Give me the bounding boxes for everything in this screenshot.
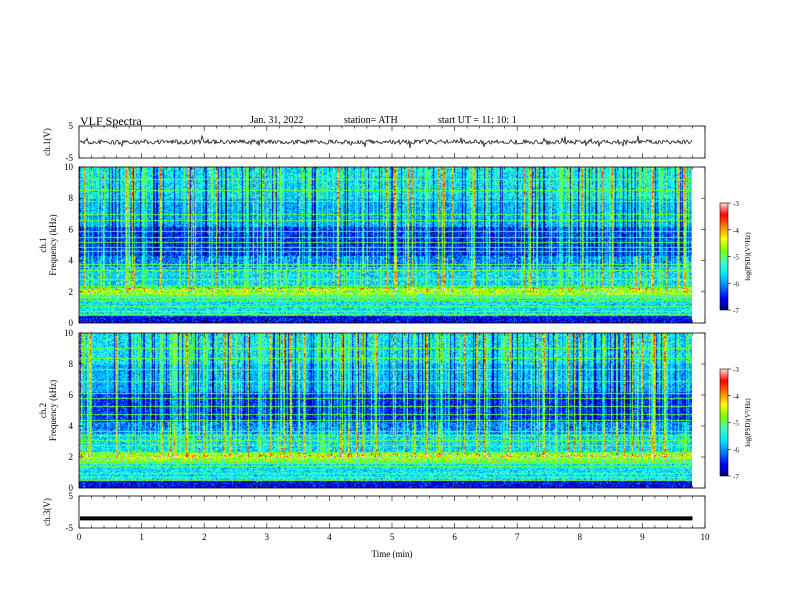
- ch1-spectrogram-ytick-label: 6: [69, 224, 74, 234]
- ch1-spectrogram-colorbar-tick-label: -3: [733, 200, 739, 208]
- ch1-spectrogram-colorbar: [719, 202, 729, 311]
- ch2-spectrogram-colorbar-tick-label: -4: [733, 393, 739, 401]
- ch2-spectrogram-colorbar: [719, 368, 729, 477]
- ch1-spectrogram-colorbar-label: log(PSD)(V²/Hz): [744, 232, 752, 281]
- xtick-label: 7: [515, 532, 520, 542]
- x-axis-label: Time (min): [372, 549, 413, 559]
- ch3-waveform-ytick-label: 5: [69, 491, 74, 501]
- ch2-spectrogram-ytick-label: 2: [69, 452, 74, 462]
- station-label: station= ATH: [344, 115, 398, 126]
- ch2-spectrogram-ytick-label: 8: [69, 359, 74, 369]
- ch1-waveform-ylabel: ch.1(V): [42, 128, 52, 156]
- xtick-label: 2: [202, 532, 207, 542]
- ch1-spectrogram-ylabel: Frequency (kHz): [48, 214, 58, 275]
- ch2-spectrogram-ytick-label: 0: [69, 483, 74, 493]
- ch2-spectrogram-colorbar-tick-label: -3: [733, 366, 739, 374]
- ch1-spectrogram-ytick-label: 8: [69, 193, 74, 203]
- ch2-spectrogram-colorbar-tick-label: -6: [733, 446, 739, 454]
- ch1-spectrogram-colorbar-tick-label: -5: [733, 254, 739, 262]
- ch2-spectrogram-colorbar-tick-label: -5: [733, 420, 739, 428]
- ch2-spectrogram-ytick-label: 6: [69, 390, 74, 400]
- xtick-label: 9: [640, 532, 645, 542]
- ch1-spectrogram-ytick-label: 0: [69, 318, 74, 328]
- ch2-spectrogram-channel-label: ch.2: [38, 403, 48, 418]
- ch1-spectrogram-colorbar-tick-label: -4: [733, 227, 739, 235]
- ch3-waveform-ytick-label: -5: [66, 523, 74, 533]
- ch1-waveform-ytick-label: -5: [66, 153, 74, 163]
- xtick-label: 1: [139, 532, 144, 542]
- ch1-spectrogram-colorbar-tick-label: -6: [733, 280, 739, 288]
- ch1-spectrogram-ytick-label: 2: [69, 287, 74, 297]
- xtick-label: 6: [452, 532, 457, 542]
- ch3-waveform-ylabel: ch.3(V): [42, 498, 52, 526]
- ch1-waveform-ytick-label: 5: [69, 121, 74, 131]
- date-label: Jan. 31, 2022: [250, 115, 304, 126]
- start-ut-label: start UT = 11: 10: 1: [438, 115, 517, 126]
- ch1-spectrogram-colorbar-tick-label: -7: [733, 307, 739, 315]
- ch2-spectrogram-colorbar-label: log(PSD)(V²/Hz): [744, 398, 752, 447]
- ch2-spectrogram-ylabel: Frequency (kHz): [48, 380, 58, 441]
- xtick-label: 0: [77, 532, 82, 542]
- xtick-label: 5: [390, 532, 395, 542]
- ch1-spectrogram-image: [79, 167, 692, 323]
- xtick-label: 3: [265, 532, 270, 542]
- xtick-label: 4: [327, 532, 332, 542]
- ch2-spectrogram-image: [79, 333, 692, 488]
- xtick-label: 8: [578, 532, 583, 542]
- ch1-spectrogram-ytick-label: 4: [69, 256, 74, 266]
- ch1-spectrogram-ytick-label: 10: [64, 162, 74, 172]
- ch2-spectrogram-ytick-label: 10: [64, 328, 74, 338]
- ch1-waveform-line: [79, 134, 693, 149]
- ch2-spectrogram-ytick-label: 4: [69, 421, 74, 431]
- xtick-label: 10: [701, 532, 711, 542]
- chart-title: VLF Spectra: [80, 114, 142, 128]
- ch1-spectrogram-channel-label: ch.1: [38, 237, 48, 252]
- ch2-spectrogram-colorbar-tick-label: -7: [733, 473, 739, 481]
